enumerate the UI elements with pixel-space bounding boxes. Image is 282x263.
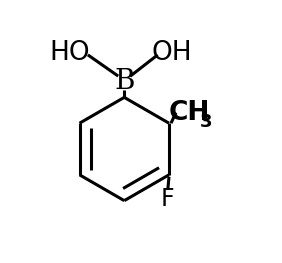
- Text: OH: OH: [151, 40, 192, 66]
- Text: 3: 3: [200, 113, 213, 131]
- Text: B: B: [114, 68, 135, 95]
- Text: F: F: [161, 187, 175, 211]
- Text: CH: CH: [168, 100, 210, 125]
- Text: HO: HO: [49, 40, 90, 66]
